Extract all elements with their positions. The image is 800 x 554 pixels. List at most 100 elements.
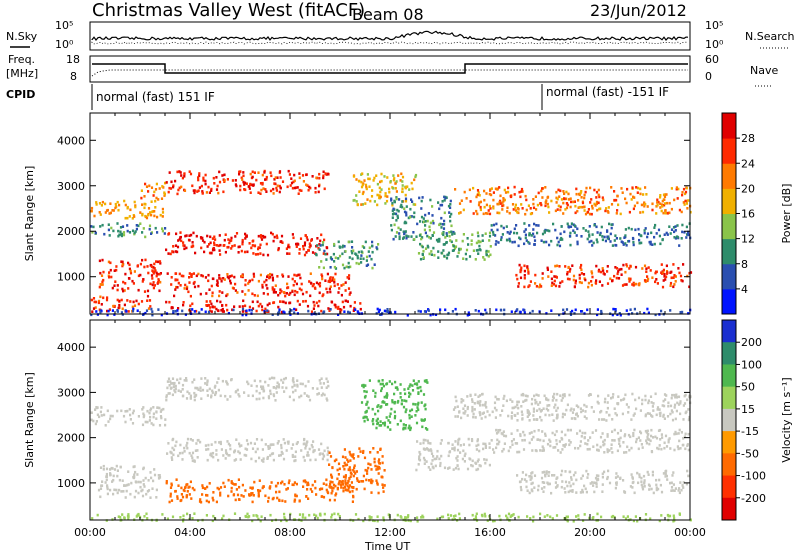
velocity-cell bbox=[510, 415, 513, 418]
power-cell bbox=[179, 171, 182, 174]
power-cell bbox=[234, 179, 237, 182]
power-cell bbox=[140, 300, 144, 303]
velocity-cell bbox=[541, 430, 544, 433]
velocity-cell bbox=[323, 449, 326, 453]
power-cell bbox=[681, 310, 684, 314]
power-cell bbox=[632, 195, 635, 199]
velocity-cell bbox=[171, 393, 174, 397]
velocity-cell bbox=[294, 459, 297, 462]
power-cell bbox=[164, 181, 167, 185]
velocity-cell bbox=[294, 389, 297, 392]
power-cell bbox=[682, 201, 685, 204]
power-cell bbox=[131, 309, 135, 313]
velocity-cell bbox=[350, 485, 353, 489]
power-cell bbox=[623, 283, 626, 286]
power-cell bbox=[290, 309, 293, 312]
power-cell bbox=[610, 223, 613, 226]
velocity-cell bbox=[363, 419, 366, 423]
velocity-cell bbox=[191, 459, 194, 463]
velocity-cell bbox=[179, 443, 182, 447]
velocity-cell bbox=[347, 460, 350, 463]
velocity-cell bbox=[261, 486, 264, 490]
velocity-cell bbox=[460, 400, 463, 404]
velocity-cell bbox=[427, 441, 430, 445]
power-cell bbox=[109, 211, 112, 215]
velocity-cell bbox=[658, 408, 661, 411]
power-cell bbox=[217, 309, 220, 313]
beam-title: Beam 08 bbox=[352, 5, 424, 24]
velocity-cell bbox=[376, 422, 379, 426]
power-cell bbox=[190, 273, 193, 276]
power-cell bbox=[123, 289, 126, 292]
nsky-tick-top: 10⁵ bbox=[55, 19, 73, 32]
power-cell bbox=[588, 240, 591, 244]
velocity-cell bbox=[276, 481, 280, 485]
power-cell bbox=[126, 224, 129, 227]
power-cell bbox=[496, 211, 499, 215]
power-cell bbox=[268, 302, 271, 305]
power-cell bbox=[290, 181, 294, 185]
power-cell bbox=[148, 224, 152, 228]
velocity-cell bbox=[596, 512, 599, 516]
velocity-cell bbox=[400, 516, 403, 519]
power-cell bbox=[563, 192, 566, 195]
power-cell bbox=[92, 307, 96, 310]
y-tick-label: 1000 bbox=[57, 477, 85, 490]
velocity-cell bbox=[554, 446, 557, 449]
velocity-cell bbox=[394, 386, 397, 389]
power-cell bbox=[183, 189, 187, 192]
power-cell bbox=[282, 310, 285, 314]
power-cell bbox=[606, 235, 609, 239]
power-cell bbox=[490, 224, 493, 227]
velocity-cell bbox=[615, 483, 618, 486]
power-cell bbox=[548, 229, 551, 233]
velocity-cell bbox=[235, 488, 238, 491]
velocity-cell bbox=[530, 431, 533, 434]
velocity-cell bbox=[134, 470, 137, 474]
power-cell bbox=[598, 207, 601, 211]
power-cell bbox=[249, 172, 252, 176]
power-cell bbox=[221, 304, 224, 307]
velocity-cell bbox=[366, 469, 369, 473]
power-cell bbox=[583, 193, 586, 197]
velocity-cell bbox=[142, 483, 145, 486]
velocity-cell bbox=[454, 514, 457, 517]
velocity-cell bbox=[456, 405, 459, 408]
power-cell bbox=[669, 271, 672, 274]
power-cell bbox=[579, 266, 582, 269]
power-cell bbox=[541, 196, 544, 199]
velocity-cell bbox=[611, 439, 614, 442]
power-cell bbox=[616, 313, 619, 316]
power-cell bbox=[590, 270, 593, 273]
power-cell bbox=[126, 229, 129, 233]
velocity-cell bbox=[669, 481, 672, 485]
velocity-cell bbox=[463, 460, 466, 463]
power-cell bbox=[576, 242, 579, 246]
power-cell bbox=[561, 238, 564, 241]
velocity-cell bbox=[408, 424, 411, 428]
power-cell bbox=[669, 284, 672, 287]
velocity-cell bbox=[208, 482, 211, 485]
velocity-cell bbox=[682, 418, 685, 421]
power-cell bbox=[178, 186, 181, 190]
power-cell bbox=[255, 309, 258, 313]
power-cell bbox=[660, 271, 663, 274]
colorbar-frame bbox=[721, 319, 737, 521]
velocity-cell bbox=[569, 484, 572, 488]
power-cell bbox=[516, 277, 519, 281]
power-cell bbox=[210, 284, 213, 288]
velocity-cell bbox=[667, 440, 670, 444]
power-cell bbox=[150, 232, 153, 235]
power-cell bbox=[271, 273, 274, 277]
colorbar-segment bbox=[722, 342, 736, 365]
velocity-cell bbox=[462, 399, 465, 402]
velocity-cell bbox=[548, 404, 551, 407]
velocity-cell bbox=[408, 385, 411, 388]
velocity-cell bbox=[586, 442, 589, 446]
velocity-cell bbox=[630, 473, 633, 476]
power-cell bbox=[228, 241, 231, 245]
velocity-cell bbox=[662, 415, 665, 418]
velocity-cell bbox=[585, 469, 588, 473]
velocity-cell bbox=[191, 456, 194, 460]
velocity-cell bbox=[302, 442, 305, 446]
